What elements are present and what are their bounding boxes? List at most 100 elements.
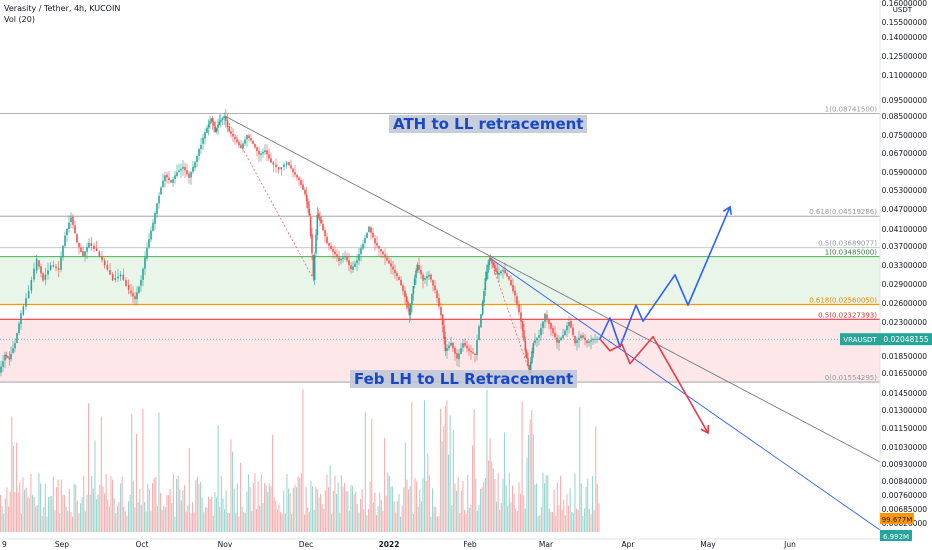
candle-body [546, 314, 548, 319]
candle-body [374, 238, 376, 244]
symbol-tag-label: VRAUSDT [843, 336, 877, 344]
price-axis-panel [880, 0, 932, 550]
candle-body [576, 340, 578, 343]
candle-body [305, 194, 308, 202]
volume-bar [379, 492, 381, 532]
fib-level-label: 1(0.08741500) [825, 106, 877, 114]
volume-bar [264, 482, 266, 532]
volume-bar [401, 505, 403, 532]
candle-body [60, 257, 62, 270]
volume-bar [177, 475, 179, 532]
candle-body [441, 314, 444, 326]
volume-bar [35, 506, 37, 532]
volume-bar [92, 488, 94, 532]
feb-retracement-annotation[interactable]: Feb LH to LL Retracement [350, 370, 578, 388]
symbol-title[interactable]: Verasity / Tether, 4h, KUCOIN [4, 4, 121, 13]
volume-bar [246, 491, 248, 532]
candle-body [266, 150, 268, 155]
candle-body [483, 291, 485, 303]
volume-bar [545, 475, 547, 532]
candle-body [448, 345, 450, 349]
candle-body [225, 116, 227, 121]
volume-bar [585, 487, 587, 532]
volume-bar [236, 483, 238, 532]
ath-retracement-annotation[interactable]: ATH to LL retracement [389, 115, 588, 133]
volume-bar [289, 493, 291, 532]
volume-bar [262, 502, 264, 532]
candle-body [307, 201, 309, 209]
volume-bar [284, 513, 286, 532]
volume-bar [129, 494, 131, 532]
volume-bar [408, 489, 410, 532]
candle-body [352, 266, 354, 270]
volume-bar [32, 494, 34, 532]
volume-bar [40, 483, 42, 532]
volume-bar [6, 487, 8, 532]
volume-bar [556, 482, 558, 532]
volume-bar [249, 487, 251, 532]
volume-bar [492, 468, 494, 532]
volume-bar [68, 488, 70, 532]
volume-bar [268, 483, 270, 532]
volume-bar [396, 501, 398, 532]
volume-bar [376, 514, 378, 532]
candle-body [470, 350, 472, 353]
volume-bar [171, 503, 173, 532]
candle-body [84, 251, 86, 256]
candle-body [228, 125, 230, 132]
candle-body [588, 341, 590, 343]
candle-body [0, 366, 2, 373]
volume-bar [209, 499, 211, 532]
candle-body [388, 260, 390, 264]
candle-body [246, 135, 248, 140]
candle-body [558, 340, 560, 343]
candle-body [594, 339, 596, 340]
candle-body [98, 251, 101, 256]
candle-body [514, 290, 516, 296]
candle-body [275, 164, 277, 168]
candle-body [443, 325, 445, 339]
candle-body [498, 273, 500, 275]
volume-bar [75, 484, 77, 532]
volume-bar [72, 516, 74, 532]
candle-body [376, 243, 378, 246]
candle-body [458, 353, 460, 360]
candle-body [244, 139, 246, 144]
volume-bar [507, 505, 509, 532]
volume-bar [94, 440, 96, 532]
candle-body [562, 335, 564, 338]
volume-bar [81, 497, 83, 532]
volume-bar [316, 489, 318, 532]
candle-body [382, 251, 384, 255]
candle-body [440, 306, 442, 316]
volume-bar [176, 478, 178, 532]
volume-bar [368, 509, 370, 532]
volume-bar [384, 438, 386, 532]
volume-indicator-title[interactable]: Vol (20) [4, 15, 35, 24]
volume-bar [337, 482, 339, 532]
volume-bar [132, 480, 134, 532]
volume-bar [576, 508, 578, 532]
volume-bar [521, 401, 523, 532]
volume-bar [11, 416, 13, 532]
candle-body [360, 248, 362, 255]
volume-bar [348, 510, 350, 532]
price-tick-label: 0.11000000 [882, 71, 928, 80]
candle-body [260, 153, 262, 155]
candle-body [368, 226, 370, 233]
volume-bar [204, 506, 206, 532]
volume-bar [163, 506, 165, 532]
volume-bar [214, 492, 216, 532]
volume-bar [430, 516, 432, 532]
candles [0, 108, 600, 378]
candle-body [176, 172, 178, 177]
candle-body [106, 265, 109, 270]
volume-bar [468, 507, 470, 532]
volume-bar [219, 506, 221, 532]
volume-bar [260, 474, 262, 532]
volume-bar [308, 511, 310, 532]
price-tick-label: 0.16000000 [882, 0, 928, 8]
volume-bar [537, 516, 539, 532]
volume-bar [321, 503, 323, 532]
